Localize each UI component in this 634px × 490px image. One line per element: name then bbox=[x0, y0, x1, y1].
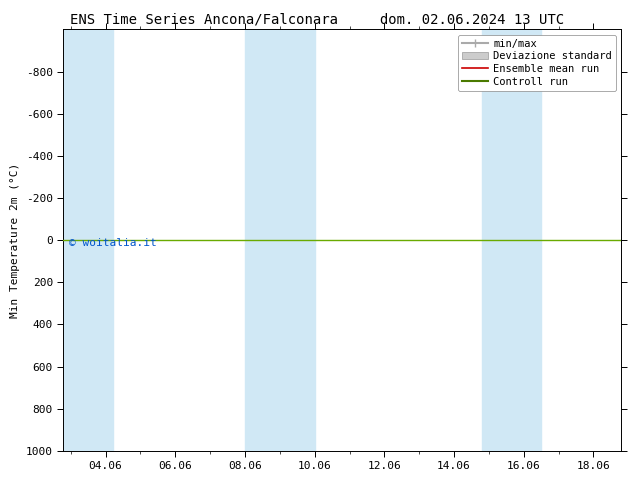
Bar bbox=[482, 29, 541, 451]
Text: © woitalia.it: © woitalia.it bbox=[69, 238, 157, 248]
Legend: min/max, Deviazione standard, Ensemble mean run, Controll run: min/max, Deviazione standard, Ensemble m… bbox=[458, 35, 616, 91]
Bar bbox=[245, 29, 314, 451]
Y-axis label: Min Temperature 2m (°C): Min Temperature 2m (°C) bbox=[10, 163, 20, 318]
Bar bbox=[63, 29, 113, 451]
Text: ENS Time Series Ancona/Falconara     dom. 02.06.2024 13 UTC: ENS Time Series Ancona/Falconara dom. 02… bbox=[70, 12, 564, 26]
